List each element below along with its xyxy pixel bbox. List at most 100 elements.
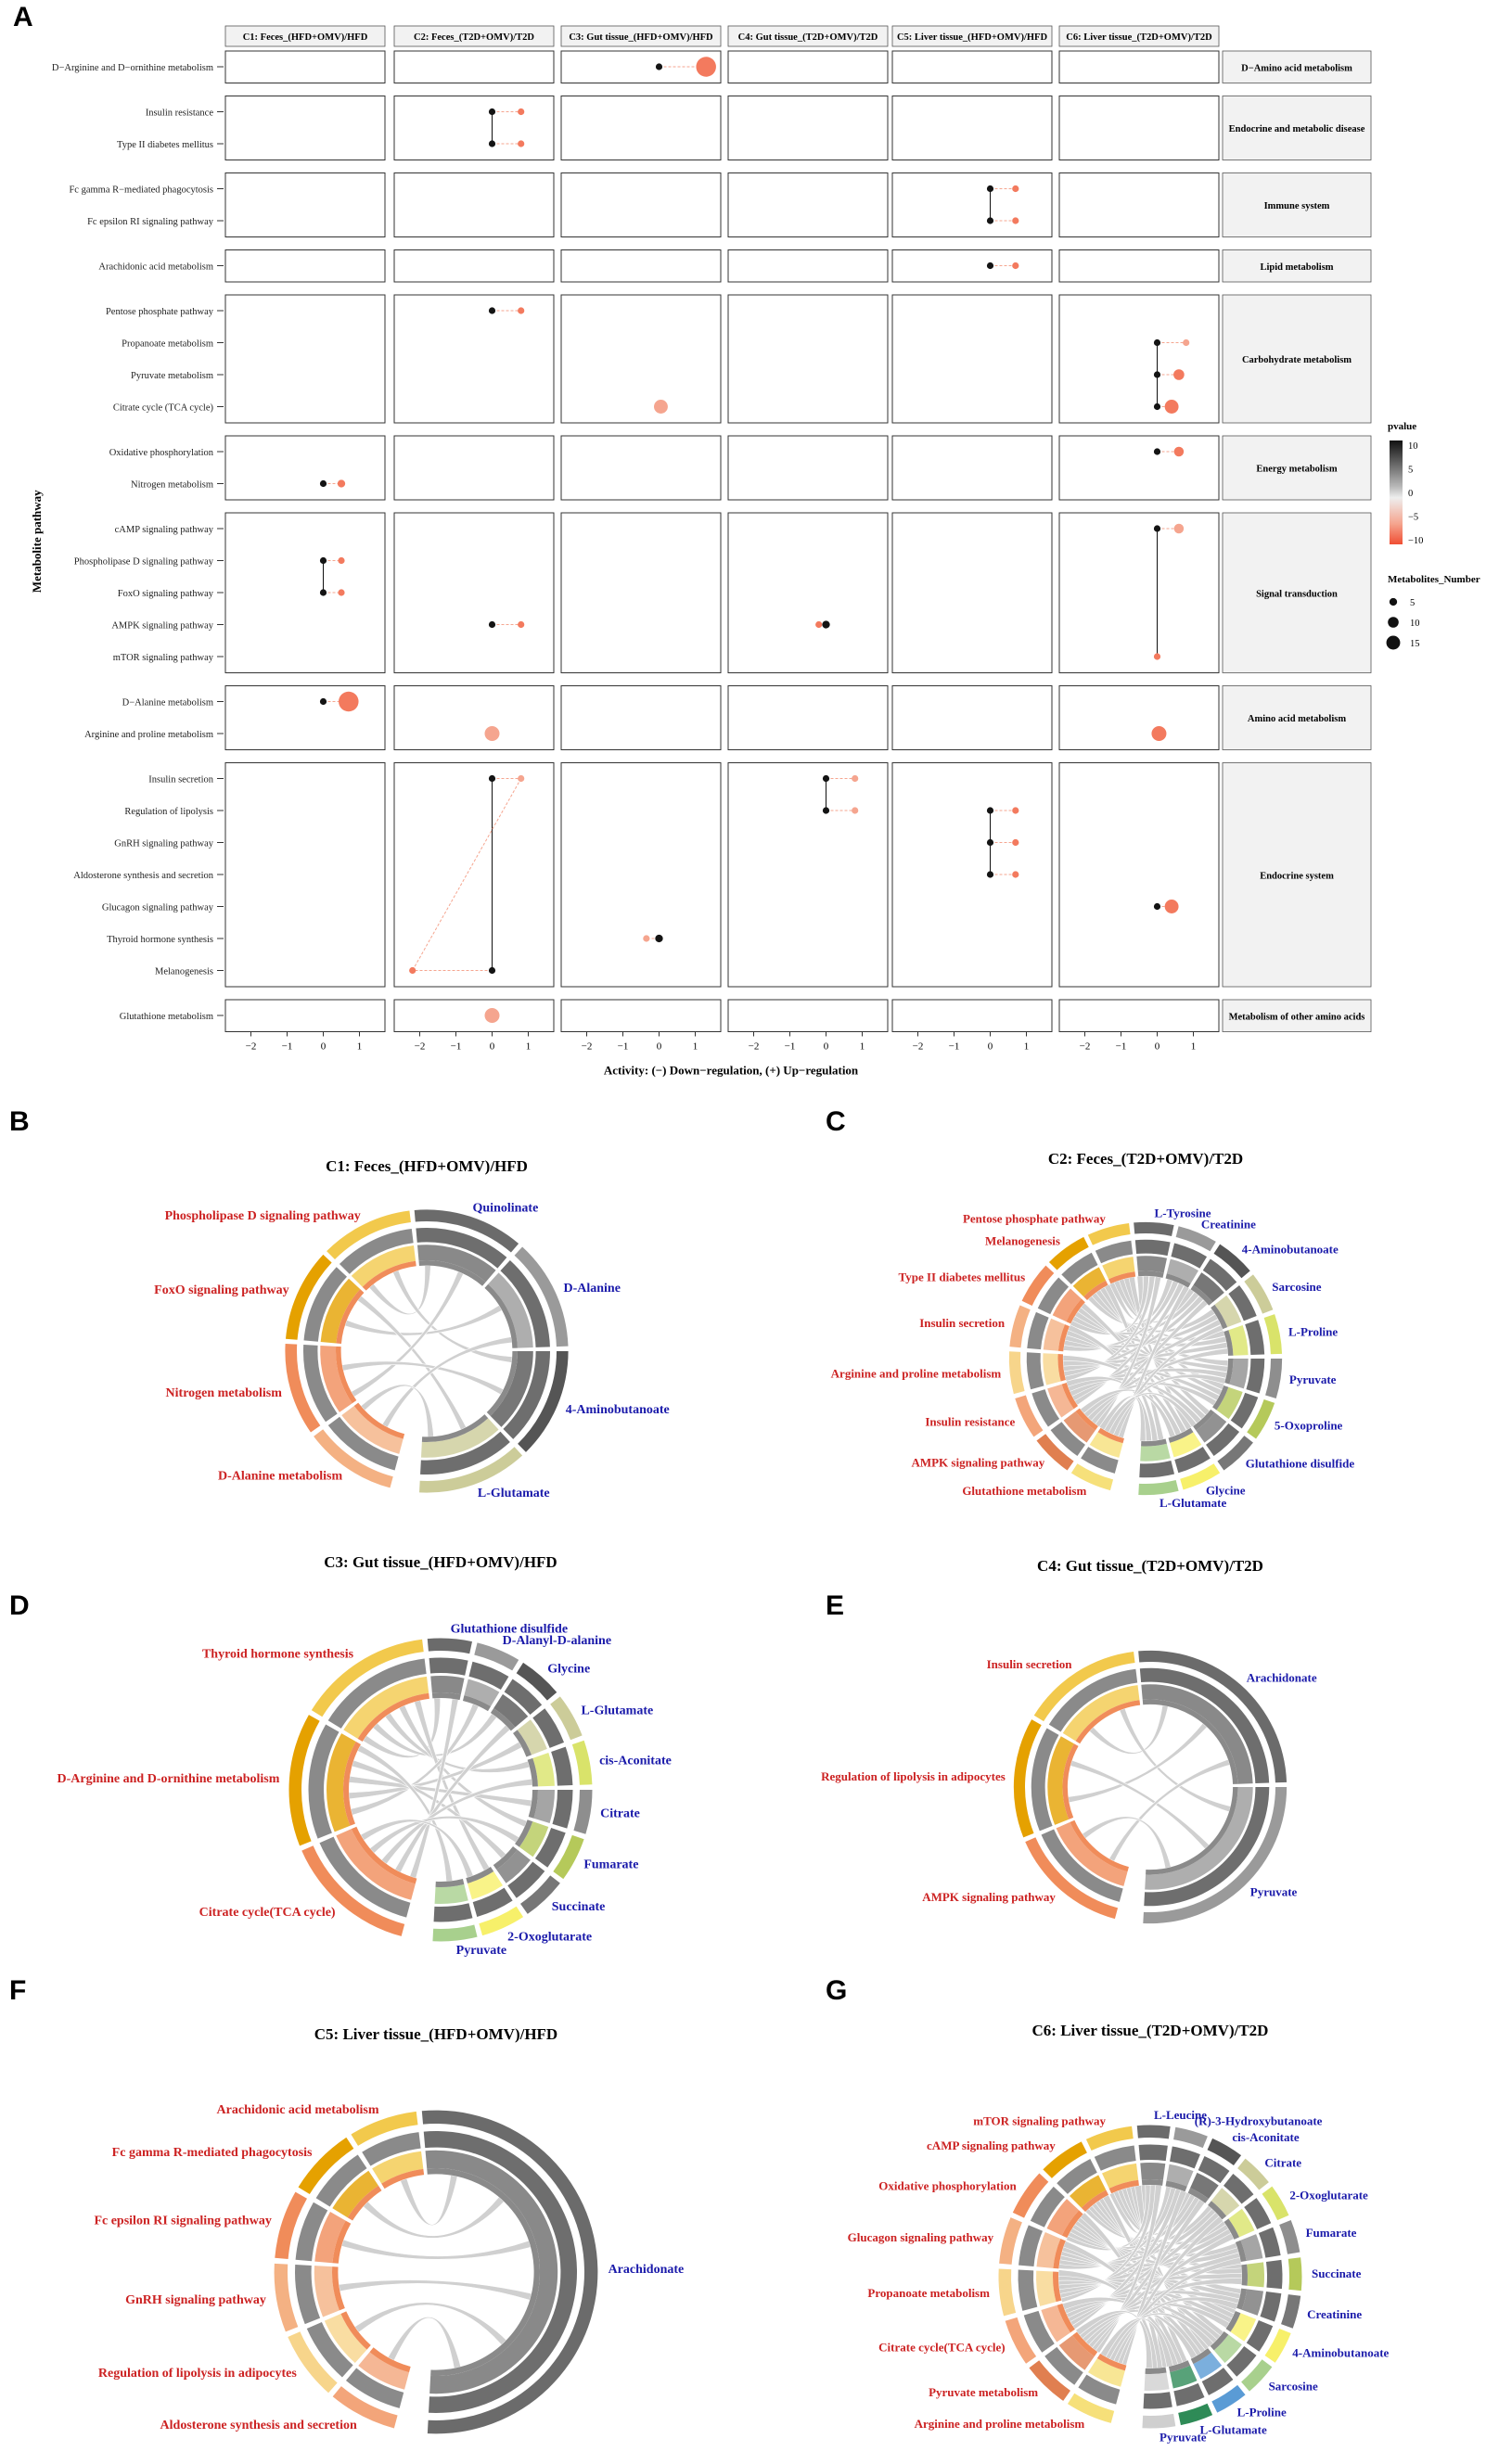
x-tick-label: −2 — [913, 1041, 924, 1053]
outer-ring-segment — [1241, 2359, 1273, 2392]
link-anchor-band — [1211, 1304, 1228, 1330]
pvalue-colorbar — [1390, 440, 1403, 544]
chord-ribbon — [348, 1741, 523, 1800]
inner-ring-segment — [430, 1676, 465, 1695]
chord-diagram-c3: C3: Gut tissue_(HFD+OMV)/HFD Glutathione … — [57, 1553, 671, 1958]
link-anchor-band — [1053, 2238, 1066, 2269]
pathway-label-arachidonic-acid-metabolism: Arachidonic acid metabolism — [98, 262, 213, 273]
inner-ring-segment — [532, 1752, 555, 1787]
pathway-label-nitrogen-metabolism: Nitrogen metabolism — [166, 1386, 283, 1400]
outer-ring-segment — [1033, 1651, 1135, 1722]
link-anchor-band — [1057, 1354, 1066, 1382]
data-point — [488, 307, 496, 314]
middle-ring-segment — [1018, 2269, 1038, 2311]
column-header-5: C5: Liver tissue_(HFD+OMV)/HFD — [897, 32, 1048, 43]
chord-diagram-c2: C2: Feces_(T2D+OMV)/T2D L-TyrosineCreatin… — [831, 1150, 1355, 1510]
middle-ring-segment — [1246, 1359, 1265, 1394]
middle-ring-segment — [1037, 1277, 1070, 1315]
inner-ring-segment — [332, 2170, 378, 2218]
facet-panel — [560, 294, 722, 424]
inner-ring-segment — [1140, 1443, 1171, 1462]
metabolite-label-citrate: Citrate — [1264, 2155, 1301, 2169]
group-label-endocrine-system: Endocrine system — [1260, 871, 1334, 881]
outer-ring-segment — [1012, 2173, 1049, 2218]
inner-ring-segment — [1089, 1432, 1123, 1458]
chord-ribbon — [387, 2317, 462, 2369]
link-anchor-band — [1208, 2201, 1227, 2220]
group-strip — [1222, 96, 1372, 160]
inner-ring-segment — [1056, 1821, 1128, 1886]
pathway-label-insulin-resistance: Insulin resistance — [146, 109, 214, 119]
pathway-label-foxo-signaling-pathway: FoxO signaling pathway — [154, 1283, 288, 1297]
middle-ring-segment — [1027, 1311, 1049, 1350]
outer-ring-segment — [301, 1845, 405, 1936]
pathway-label-aldosterone-synthesis-and-secretion: Aldosterone synthesis and secretion — [160, 2419, 357, 2432]
outer-ring-segment — [298, 2137, 354, 2195]
pvalue-tick: 10 — [1408, 441, 1418, 452]
x-tick-label: −2 — [1080, 1041, 1091, 1053]
metabolite-label-glycine: Glycine — [1206, 1484, 1246, 1498]
facet-panel — [1058, 762, 1220, 988]
chord-ribbon — [1073, 1283, 1185, 1406]
outer-ring-segment — [1244, 1274, 1274, 1314]
facet-panel — [224, 96, 386, 160]
data-point — [1151, 726, 1167, 741]
pathway-label-regulation-of-lipolysis-in-adipocytes: Regulation of lipolysis in adipocytes — [98, 2367, 297, 2381]
chord-ribbons — [338, 2175, 532, 2369]
inner-ring-segment — [1166, 1258, 1199, 1283]
inner-ring-segment — [1193, 1272, 1224, 1303]
data-point — [696, 57, 716, 77]
chord-ribbon — [362, 1697, 442, 1758]
column-strip — [224, 25, 386, 47]
panel-label-c: C — [826, 1106, 846, 1137]
middle-ring-segment — [507, 1861, 545, 1898]
facet-panel — [727, 762, 889, 988]
facet-panel — [560, 172, 722, 237]
facet-panel — [891, 50, 1053, 83]
data-point — [654, 400, 668, 414]
panel-label-f: F — [9, 1975, 27, 2006]
data-point — [319, 589, 327, 596]
metabolite-label-l-leucine: L-Leucine — [1154, 2108, 1207, 2122]
pvalue-tick: 5 — [1408, 466, 1413, 476]
chord-ribbon — [340, 2239, 532, 2260]
link-anchor-band — [1057, 1324, 1070, 1352]
pathway-label-fc-epsilon-ri-signaling-pathway: Fc epsilon RI signaling pathway — [94, 2215, 271, 2228]
metabolite-label-d-alanyl-d-alanine: D-Alanyl-D-alanine — [503, 1634, 611, 1648]
x-tick-label: 1 — [1191, 1041, 1197, 1053]
inner-ring-segment — [490, 1351, 533, 1427]
pathway-label-insulin-secretion: Insulin secretion — [148, 775, 213, 785]
metabolite-label-glutathione-disulfide: Glutathione disulfide — [1246, 1457, 1355, 1471]
chord-diagram-c5: C5: Liver tissue_(HFD+OMV)/HFD Arachidona… — [94, 2025, 684, 2434]
facet-panel — [393, 999, 555, 1032]
outer-ring-segment — [1143, 1787, 1288, 1924]
data-point — [1173, 369, 1185, 380]
x-tick-label: −1 — [451, 1041, 462, 1053]
link-anchor-band — [418, 1260, 486, 1286]
data-point — [1012, 838, 1019, 847]
inner-ring-segment — [519, 1821, 549, 1858]
facet-panel — [393, 762, 555, 988]
middle-ring-segment — [1170, 2146, 1200, 2169]
data-point — [488, 774, 496, 783]
pathway-label-citrate-cycle-tca-cycle: Citrate cycle(TCA cycle) — [199, 1906, 336, 1920]
column-strip — [891, 25, 1053, 47]
panel-label-e: E — [826, 1590, 845, 1621]
link-anchor-band — [332, 2220, 352, 2264]
inner-ring-segment — [341, 1405, 404, 1454]
x-tick-label: 0 — [321, 1041, 327, 1053]
pathway-label-d-arginine-and-d-ornithine-metabolism: D−Arginine and D−ornithine metabolism — [52, 63, 213, 73]
pathway-label-foxo-signaling-pathway: FoxO signaling pathway — [118, 589, 214, 599]
inner-ring-segment — [425, 2150, 558, 2394]
facet-panel — [560, 685, 722, 750]
data-point — [319, 556, 327, 565]
link-anchor-band — [513, 1730, 532, 1757]
link-anchor-band — [343, 1742, 361, 1826]
data-point — [1153, 525, 1161, 532]
outer-ring-segment — [1136, 2125, 1171, 2139]
pathway-label-gnrh-signaling-pathway: GnRH signaling pathway — [114, 839, 213, 849]
inner-ring-segment — [488, 1272, 533, 1348]
outer-ring-segment — [1211, 2384, 1246, 2413]
middle-ring-segment — [1019, 2225, 1044, 2267]
link-anchor-band — [1212, 1385, 1229, 1411]
